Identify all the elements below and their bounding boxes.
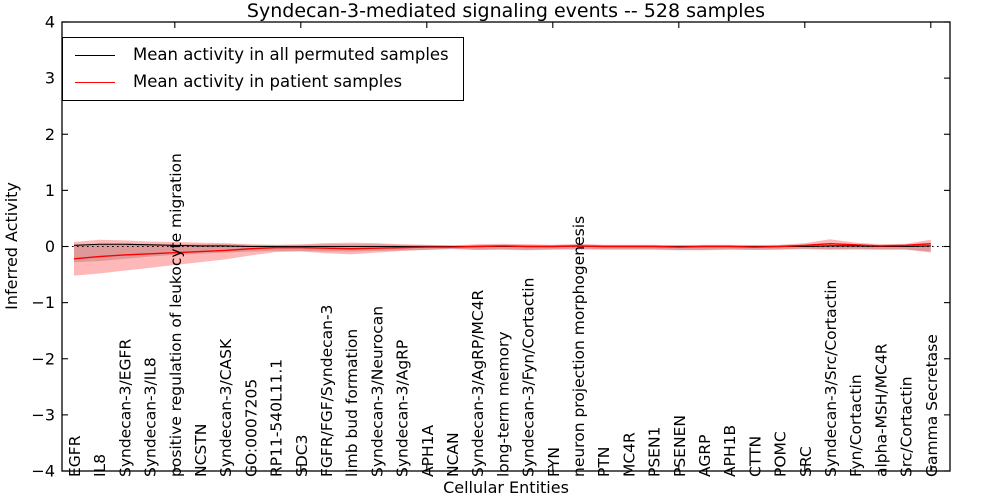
x-tick-label: Syndecan-3/CASK — [217, 338, 235, 477]
y-tick-label: −4 — [31, 462, 55, 481]
x-tick-label: limb bud formation — [343, 329, 361, 477]
x-tick-label: SDC3 — [293, 435, 311, 477]
x-tick-label: Syndecan-3/AgRP — [394, 340, 412, 477]
permuted-samples-band — [74, 243, 931, 263]
x-tick-label: PSENEN — [671, 415, 689, 477]
x-tick-label: Syndecan-3/AgRP/MC4R — [469, 289, 487, 477]
patient-mean-line — [73, 242, 931, 260]
legend-label-permuted: Mean activity in all permuted samples — [133, 45, 449, 64]
y-tick-label: 1 — [45, 181, 55, 200]
x-tick-label: RP11-540L11.1 — [268, 359, 286, 477]
legend-item-permuted: Mean activity in all permuted samples — [75, 45, 449, 65]
x-tick-label: Src/Cortactin — [898, 376, 916, 477]
y-tick-label: 0 — [45, 237, 55, 256]
x-tick-label: PTN — [595, 447, 613, 477]
x-tick-label: PSEN1 — [646, 427, 664, 477]
x-tick-label: AGRP — [696, 435, 714, 477]
y-tick-label: 4 — [45, 13, 55, 32]
x-tick-label: alpha-MSH/MC4R — [872, 343, 890, 477]
legend-label-patient: Mean activity in patient samples — [133, 72, 403, 91]
x-tick-label: APH1B — [721, 425, 739, 477]
x-tick-label: Syndecan-3/Src/Cortactin — [822, 280, 840, 477]
legend-item-patient: Mean activity in patient samples — [75, 72, 449, 92]
x-tick-label: EGFR — [66, 435, 84, 477]
patient-samples-band — [74, 239, 931, 276]
x-tick-label: NCSTN — [192, 424, 210, 477]
x-tick-label: GO:0007205 — [242, 379, 260, 477]
x-tick-label: MC4R — [620, 432, 638, 477]
x-tick-label: FGFR/FGF/Syndecan-3 — [318, 305, 336, 477]
x-tick-label: Syndecan-3/Fyn/Cortactin — [520, 278, 538, 477]
plot-border — [61, 21, 951, 472]
x-tick-label: POMC — [772, 431, 790, 477]
x-tick-label: Syndecan-3/Neurocan — [368, 306, 386, 477]
x-axis-label: Cellular Entities — [443, 478, 569, 497]
chart-title: Syndecan-3-mediated signaling events -- … — [246, 0, 766, 22]
y-tick-label: 3 — [45, 69, 55, 88]
legend-line-sample-permuted — [75, 54, 115, 56]
y-tick-label: −2 — [31, 349, 55, 368]
y-tick-label: 2 — [45, 125, 55, 144]
x-tick-label: Syndecan-3/IL8 — [142, 357, 160, 477]
x-tick-label: neuron projection morphogenesis — [570, 216, 588, 477]
y-axis-label: Inferred Activity — [2, 182, 21, 310]
x-tick-label: APH1A — [419, 425, 437, 477]
x-tick-label: long-term memory — [494, 331, 512, 477]
x-tick-label: positive regulation of leukocyte migrati… — [167, 153, 185, 477]
x-tick-label: CTTN — [746, 436, 764, 477]
x-tick-label: SRC — [797, 446, 815, 477]
y-tick-label: −1 — [31, 293, 55, 312]
x-tick-label: FYN — [545, 447, 563, 477]
legend: Mean activity in all permuted samples Me… — [62, 37, 464, 101]
x-tick-label: Syndecan-3/EGFR — [116, 339, 134, 477]
x-tick-label: Gamma Secretase — [923, 334, 941, 477]
x-tick-label: Fyn/Cortactin — [847, 374, 865, 477]
y-tick-label: −3 — [31, 405, 55, 424]
legend-line-sample-patient — [75, 81, 115, 83]
x-tick-label: IL8 — [91, 454, 109, 477]
x-tick-label: NCAN — [444, 432, 462, 477]
